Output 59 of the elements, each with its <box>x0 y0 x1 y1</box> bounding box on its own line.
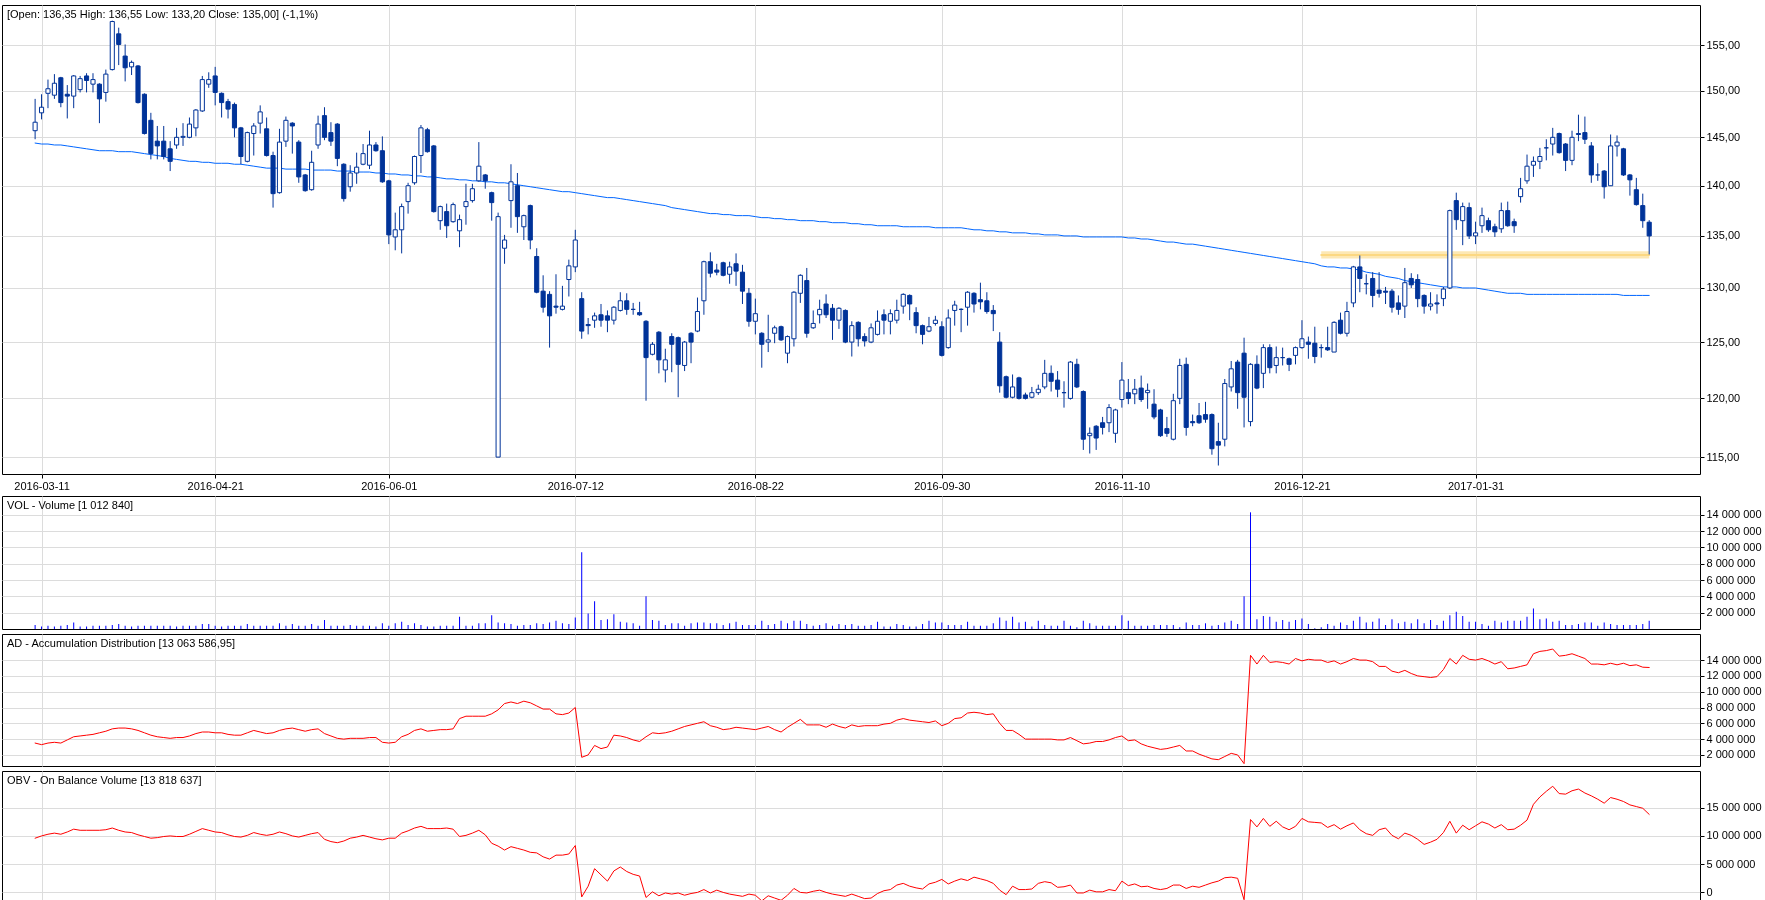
candlestick <box>257 104 263 135</box>
chart-title: OBV - On Balance Volume [13 818 637] <box>7 774 202 786</box>
x-tick-label: 2016-06-01 <box>361 479 418 492</box>
x-tick-label: 2016-03-11 <box>14 479 70 492</box>
y-tick-label: 8 000 000 <box>1706 557 1756 570</box>
line-series <box>34 785 1650 900</box>
x-tick-label: 2016-09-30 <box>914 479 971 492</box>
x-tick-label: 2016-08-22 <box>727 479 784 492</box>
candlestick <box>489 191 495 222</box>
y-tick-label: 10 000 000 <box>1706 540 1762 553</box>
candlestick <box>32 98 38 140</box>
x-tick-label: 2017-01-31 <box>1447 479 1505 492</box>
chart-title: AD - Accumulation Distribution [13 063 586,95] <box>7 637 236 649</box>
y-tick-label: 6 000 000 <box>1706 716 1756 729</box>
chart-title: VOL - Volume [1 012 840] <box>7 499 134 511</box>
y-tick-label: 15 000 000 <box>1706 801 1762 814</box>
candlestick <box>739 264 746 305</box>
candlestick <box>463 183 469 226</box>
y-tick-label: 115,00 <box>1706 450 1740 463</box>
y-tick-label: 10 000 000 <box>1706 829 1762 842</box>
candlestick <box>1518 177 1524 204</box>
candlestick <box>38 93 45 120</box>
x-tick-label: 2016-11-10 <box>1094 479 1151 492</box>
candlestick <box>1286 357 1292 372</box>
chart-title: [Open: 136,35 High: 136,55 Low: 133,20 Close: 135,00] (-1,1%) <box>7 8 319 20</box>
y-tick-label: 120,00 <box>1706 391 1741 404</box>
candlestick <box>694 297 701 333</box>
line-series <box>34 648 1650 765</box>
y-tick-label: 12 000 000 <box>1706 524 1762 537</box>
x-tick-label: 2016-07-12 <box>547 479 604 492</box>
x-tick-label: 2016-04-21 <box>187 479 244 492</box>
x-tick-label: 2016-12-21 <box>1274 479 1331 492</box>
candlestick <box>952 300 958 327</box>
y-tick-label: 2 000 000 <box>1706 748 1756 761</box>
y-tick-label: 5 000 000 <box>1706 857 1756 870</box>
candlestick <box>1524 154 1530 185</box>
candlestick <box>405 182 411 215</box>
y-tick-label: 140,00 <box>1706 179 1741 192</box>
candlestick <box>810 309 816 330</box>
y-tick-label: 125,00 <box>1706 335 1741 348</box>
y-tick-label: 0 <box>1706 885 1713 898</box>
candlestick <box>1646 219 1652 255</box>
y-tick-label: 150,00 <box>1706 84 1741 97</box>
y-tick-label: 135,00 <box>1706 229 1741 242</box>
candlestick <box>1640 193 1646 229</box>
y-tick-label: 12 000 000 <box>1706 669 1762 682</box>
candlestick <box>469 183 475 204</box>
y-tick-label: 10 000 000 <box>1706 685 1762 698</box>
y-tick-label: 14 000 000 <box>1706 508 1762 521</box>
y-tick-label: 14 000 000 <box>1706 653 1762 666</box>
candlestick <box>1633 177 1639 207</box>
y-tick-label: 4 000 000 <box>1706 732 1756 745</box>
y-tick-label: 8 000 000 <box>1706 701 1756 714</box>
y-tick-label: 4 000 000 <box>1706 589 1756 602</box>
y-tick-label: 6 000 000 <box>1706 573 1756 586</box>
y-tick-label: 130,00 <box>1706 281 1741 294</box>
y-tick-label: 155,00 <box>1706 38 1741 51</box>
y-tick-label: 2 000 000 <box>1706 606 1756 619</box>
y-tick-label: 145,00 <box>1706 130 1741 143</box>
